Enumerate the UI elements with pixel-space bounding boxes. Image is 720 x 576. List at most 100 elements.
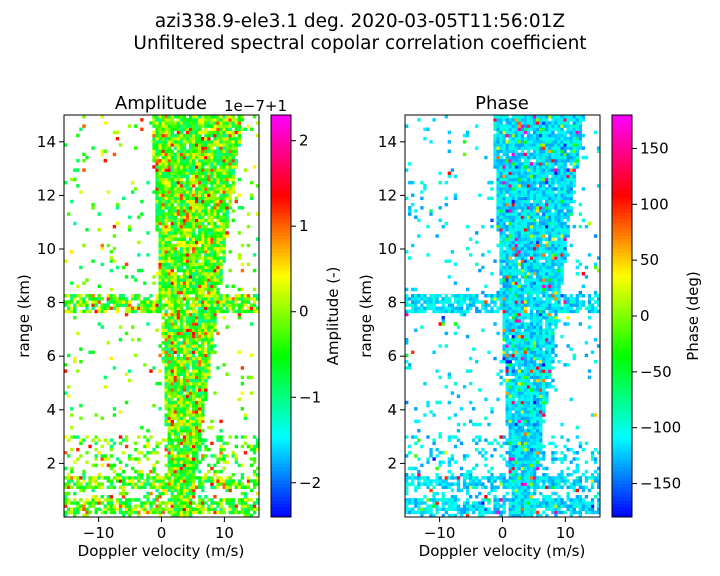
heatmap-cell xyxy=(91,300,95,304)
heatmap-cell xyxy=(219,498,223,502)
heatmap-cell xyxy=(182,413,187,417)
heatmap-cell xyxy=(520,447,525,452)
heatmap-cell xyxy=(222,162,226,166)
heatmap-cell xyxy=(520,463,525,468)
heatmap-cell xyxy=(219,309,223,314)
heatmap-cell xyxy=(566,322,570,326)
heatmap-cell xyxy=(216,246,220,251)
heatmap-cell xyxy=(173,381,178,386)
heatmap-cell xyxy=(167,199,171,204)
heatmap-cell xyxy=(109,504,114,508)
heatmap-cell xyxy=(182,422,187,427)
heatmap-cell xyxy=(167,215,171,219)
heatmap-cell xyxy=(191,190,196,194)
heatmap-cell xyxy=(161,250,165,254)
heatmap-cell xyxy=(240,504,245,508)
heatmap-cell xyxy=(191,199,196,204)
heatmap-cell xyxy=(532,410,537,414)
heatmap-cell xyxy=(514,422,519,427)
heatmap-cell xyxy=(593,413,598,417)
heatmap-cell xyxy=(173,287,178,292)
heatmap-cell xyxy=(195,187,199,191)
heatmap-cell xyxy=(246,224,251,229)
heatmap-cell xyxy=(161,510,165,515)
heatmap-cell xyxy=(216,435,220,439)
heatmap-cell xyxy=(82,473,86,477)
heatmap-cell xyxy=(563,482,567,486)
heatmap-cell xyxy=(532,425,537,430)
heatmap-cell xyxy=(539,504,543,508)
colorbar-segment xyxy=(271,483,291,488)
heatmap-cell xyxy=(188,133,193,138)
heatmap-cell xyxy=(408,501,412,505)
heatmap-cell xyxy=(545,331,549,336)
heatmap-cell xyxy=(511,444,515,449)
heatmap-cell xyxy=(207,300,211,304)
heatmap-cell xyxy=(231,171,235,175)
heatmap-cell xyxy=(195,322,199,326)
heatmap-cell xyxy=(201,416,205,420)
amplitude-heatmap[interactable] xyxy=(64,115,260,518)
heatmap-cell xyxy=(79,476,83,480)
heatmap-cell xyxy=(526,363,531,367)
heatmap-cell xyxy=(185,162,190,166)
heatmap-cell xyxy=(411,479,415,483)
heatmap-cell xyxy=(185,309,190,314)
heatmap-cell xyxy=(435,507,439,512)
colorbar-segment xyxy=(271,161,291,166)
heatmap-cell xyxy=(167,187,171,191)
heatmap-cell xyxy=(216,256,220,260)
heatmap-cell xyxy=(167,334,171,339)
heatmap-cell xyxy=(405,507,409,512)
heatmap-cell xyxy=(170,328,174,332)
heatmap-cell xyxy=(191,476,196,480)
heatmap-cell xyxy=(526,403,531,408)
heatmap-cell xyxy=(450,482,455,486)
heatmap-cell xyxy=(85,513,89,518)
heatmap-cell xyxy=(204,378,208,383)
heatmap-cell xyxy=(100,476,104,480)
heatmap-cell xyxy=(158,136,162,141)
heatmap-cell xyxy=(447,513,452,518)
heatmap-cell xyxy=(508,482,512,486)
heatmap-cell xyxy=(170,378,174,383)
phase-heatmap[interactable] xyxy=(405,115,601,518)
heatmap-cell xyxy=(191,378,196,383)
heatmap-cell xyxy=(188,482,193,486)
heatmap-cell xyxy=(526,375,531,380)
heatmap-cell xyxy=(179,407,184,411)
heatmap-cell xyxy=(188,394,193,398)
heatmap-cell xyxy=(176,473,181,477)
heatmap-cell xyxy=(185,419,190,424)
heatmap-cell xyxy=(532,388,537,392)
heatmap-cell xyxy=(198,146,202,150)
heatmap-cell xyxy=(182,350,187,354)
heatmap-cell xyxy=(536,403,540,408)
heatmap-cell xyxy=(459,507,464,512)
heatmap-cell xyxy=(548,328,552,332)
heatmap-cell xyxy=(548,498,552,502)
heatmap-cell xyxy=(475,482,479,486)
heatmap-cell xyxy=(493,498,497,502)
heatmap-cell xyxy=(149,451,153,455)
heatmap-cell xyxy=(201,372,205,376)
heatmap-cell xyxy=(94,413,98,417)
heatmap-cell xyxy=(213,162,217,166)
heatmap-cell xyxy=(161,265,165,270)
heatmap-cell xyxy=(179,451,184,455)
heatmap-cell xyxy=(405,488,409,493)
heatmap-cell xyxy=(170,250,174,254)
heatmap-cell xyxy=(76,158,80,163)
heatmap-cell xyxy=(542,337,546,342)
heatmap-cell xyxy=(97,476,101,480)
heatmap-cell xyxy=(70,407,74,411)
heatmap-cell xyxy=(201,162,205,166)
heatmap-cell xyxy=(167,366,171,370)
heatmap-cell xyxy=(210,206,214,210)
heatmap-cell xyxy=(179,316,184,320)
heatmap-cell xyxy=(179,350,184,354)
heatmap-cell xyxy=(70,476,74,480)
heatmap-cell xyxy=(511,495,515,499)
heatmap-cell xyxy=(195,121,199,125)
heatmap-cell xyxy=(508,397,512,402)
